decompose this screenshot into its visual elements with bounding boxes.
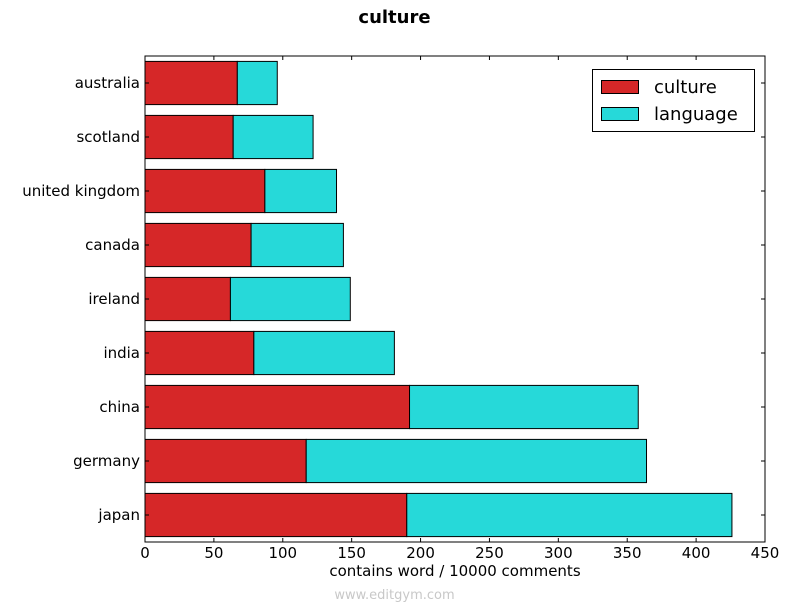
- y-tick-label: china: [99, 398, 140, 416]
- legend-label-culture: culture: [654, 76, 717, 98]
- x-tick-label: 350: [613, 544, 642, 562]
- bar-culture-scotland: [144, 114, 234, 160]
- legend-entry-culture: culture: [601, 76, 717, 98]
- x-tick-label: 300: [544, 544, 573, 562]
- bar-language-united-kingdom: [264, 168, 338, 214]
- watermark: www.editgym.com: [334, 588, 455, 603]
- x-tick-label: 50: [204, 544, 223, 562]
- bar-language-canada: [250, 222, 344, 268]
- y-tick-label: ireland: [88, 290, 140, 308]
- bar-culture-canada: [144, 222, 252, 268]
- x-axis-label: contains word / 10000 comments: [329, 562, 581, 580]
- y-tick-label: germany: [73, 452, 140, 470]
- legend-entry-language: language: [601, 103, 738, 125]
- x-tick-label: 100: [268, 544, 297, 562]
- y-tick-label: australia: [75, 74, 140, 92]
- legend-swatch-culture: [601, 80, 639, 94]
- bar-culture-japan: [144, 492, 408, 538]
- chart-title: culture: [358, 7, 431, 28]
- x-tick-label: 250: [475, 544, 504, 562]
- y-tick-label: united kingdom: [22, 182, 140, 200]
- legend-swatch-language: [601, 107, 639, 121]
- bar-language-ireland: [229, 276, 351, 322]
- bar-culture-china: [144, 384, 411, 430]
- bar-culture-australia: [144, 60, 238, 106]
- y-tick-label: canada: [85, 236, 140, 254]
- bar-culture-united-kingdom: [144, 168, 266, 214]
- bar-language-japan: [406, 492, 733, 538]
- y-tick-label: scotland: [76, 128, 140, 146]
- bar-culture-india: [144, 330, 255, 376]
- x-tick-label: 200: [406, 544, 435, 562]
- x-tick-label: 0: [140, 544, 150, 562]
- legend-label-language: language: [654, 103, 738, 125]
- legend: culture language: [592, 69, 755, 132]
- x-tick-label: 150: [337, 544, 366, 562]
- x-tick-label: 400: [682, 544, 711, 562]
- plot-frame: [144, 55, 766, 543]
- bar-language-australia: [236, 60, 278, 106]
- x-tick-label: 450: [751, 544, 780, 562]
- bar-culture-ireland: [144, 276, 231, 322]
- bar-language-germany: [305, 438, 648, 484]
- bar-culture-germany: [144, 438, 307, 484]
- y-tick-label: japan: [97, 506, 140, 524]
- bar-language-india: [253, 330, 395, 376]
- bar-language-scotland: [232, 114, 314, 160]
- y-tick-label: india: [103, 344, 140, 362]
- bar-language-china: [409, 384, 639, 430]
